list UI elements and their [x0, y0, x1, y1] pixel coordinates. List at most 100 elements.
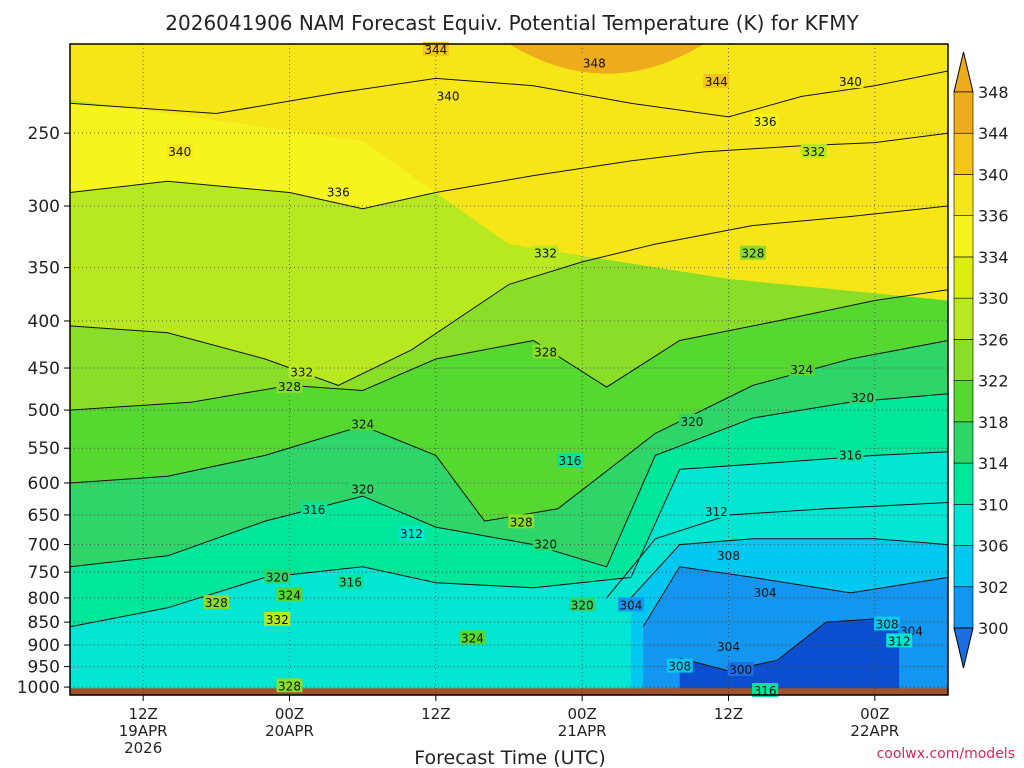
- contour-label: 340: [437, 89, 460, 103]
- contour-label: 320: [351, 483, 374, 497]
- colorbar-swatch: [953, 421, 974, 464]
- y-tick-label: 900: [28, 636, 60, 656]
- contour-label-bg: [715, 547, 742, 562]
- contour-label-bg: [581, 55, 608, 70]
- y-tick-label: 700: [28, 536, 60, 556]
- colorbar-top-arrow: [953, 51, 974, 93]
- contour-label: 328: [205, 596, 228, 610]
- contour-label-bg: [532, 344, 559, 359]
- contour-label: 332: [290, 365, 313, 379]
- contour-label-bg: [532, 245, 559, 260]
- y-tick-label: 350: [28, 259, 60, 279]
- contour-label-bg: [532, 536, 559, 551]
- contour-label: 332: [266, 613, 289, 627]
- x-tick-label: 21APR: [558, 722, 607, 740]
- contour-label: 320: [571, 598, 594, 612]
- y-tick-label: 500: [28, 401, 60, 421]
- contour-label-bg: [788, 361, 815, 376]
- contour-label: 312: [400, 527, 423, 541]
- x-tick-label: 12Z: [714, 705, 743, 723]
- contour-label: 316: [339, 576, 362, 590]
- x-tick-label: 12Z: [421, 705, 450, 723]
- contour-label: 328: [534, 346, 557, 360]
- colorbar-swatch: [953, 215, 974, 258]
- contour-label: 340: [839, 75, 862, 89]
- contour-label: 312: [888, 634, 911, 648]
- terrain-strip: [70, 688, 948, 695]
- contour-label-bg: [398, 526, 425, 541]
- contour-label-bg: [727, 661, 754, 676]
- contour-label-bg: [349, 416, 376, 431]
- y-tick-label: 300: [28, 197, 60, 217]
- contour-328: [70, 289, 948, 411]
- contour-label: 324: [461, 631, 484, 645]
- contour-label-bg: [886, 633, 913, 648]
- colorbar-legend: 300 302 306 310 314 318 322 326 330 334 336 340 344 3…: [953, 51, 1009, 669]
- contour-label-bg: [349, 481, 376, 496]
- contour-label-bg: [166, 143, 193, 158]
- x-tick-label: 00Z: [567, 705, 596, 723]
- contour-label-bg: [666, 658, 693, 673]
- colorbar-swatch: [953, 132, 974, 175]
- contour-label-bg: [837, 74, 864, 89]
- colorbar-swatch: [953, 91, 974, 134]
- colorbar-swatch: [953, 380, 974, 423]
- y-tick-label: 450: [28, 359, 60, 379]
- colorbar-label: 310: [978, 495, 1009, 514]
- contour-label: 324: [790, 363, 813, 377]
- contour-label: 304: [619, 598, 642, 612]
- y-tick-label: 650: [28, 506, 60, 526]
- y-tick-label: 1000: [17, 678, 60, 698]
- colorbar-label: 306: [978, 537, 1009, 556]
- contour-label: 308: [668, 660, 691, 674]
- contour-324: [70, 340, 948, 522]
- contour-label-bg: [703, 503, 730, 518]
- contour-label: 348: [583, 56, 606, 70]
- colorbar-label: 322: [978, 372, 1009, 391]
- colorbar-swatch: [953, 545, 974, 588]
- contour-label: 328: [278, 380, 301, 394]
- fill-layer: [70, 44, 948, 695]
- contour-label: 320: [534, 538, 557, 552]
- contour-label: 300: [729, 663, 752, 677]
- contour-label-bg: [703, 74, 730, 89]
- contour-label-bg: [556, 453, 583, 468]
- colorbar-label: 344: [978, 124, 1009, 143]
- colorbar-label: 300: [978, 619, 1009, 638]
- contour-label: 304: [754, 586, 777, 600]
- colorbar-swatch: [953, 174, 974, 216]
- watermark-link[interactable]: coolwx.com/models: [877, 746, 1015, 762]
- x-tick-label: 12Z: [128, 705, 157, 723]
- y-tick-label: 550: [28, 439, 60, 459]
- y-tick-label: 850: [28, 613, 60, 633]
- x-tick-label: 22APR: [850, 722, 899, 740]
- contour-label: 324: [351, 417, 374, 431]
- colorbar-label: 314: [978, 454, 1009, 473]
- contour-label: 316: [302, 503, 325, 517]
- colorbar-swatch: [953, 586, 974, 629]
- contour-label: 328: [510, 515, 533, 529]
- colorbar-swatch: [953, 339, 974, 381]
- x-tick-label: 19APR: [119, 722, 168, 740]
- contour-label-bg: [300, 502, 327, 517]
- contour-label-bg: [569, 597, 596, 612]
- x-tick-label: 20APR: [265, 722, 314, 740]
- contour-label: 316: [754, 684, 777, 698]
- y-tick-label: 750: [28, 563, 60, 583]
- contour-label: 320: [680, 415, 703, 429]
- colorbar-swatch: [953, 504, 974, 546]
- contour-label: 336: [327, 185, 350, 199]
- colorbar-swatch: [953, 256, 974, 299]
- contour-label-bg: [617, 597, 644, 612]
- contour-label-bg: [264, 611, 291, 626]
- x-tick-label: 00Z: [860, 705, 889, 723]
- colorbar-label: 302: [978, 578, 1009, 597]
- contour-label: 320: [266, 570, 289, 584]
- contour-label-bg: [800, 143, 827, 158]
- y-tick-label: 400: [28, 312, 60, 332]
- contour-label-bg: [874, 616, 901, 631]
